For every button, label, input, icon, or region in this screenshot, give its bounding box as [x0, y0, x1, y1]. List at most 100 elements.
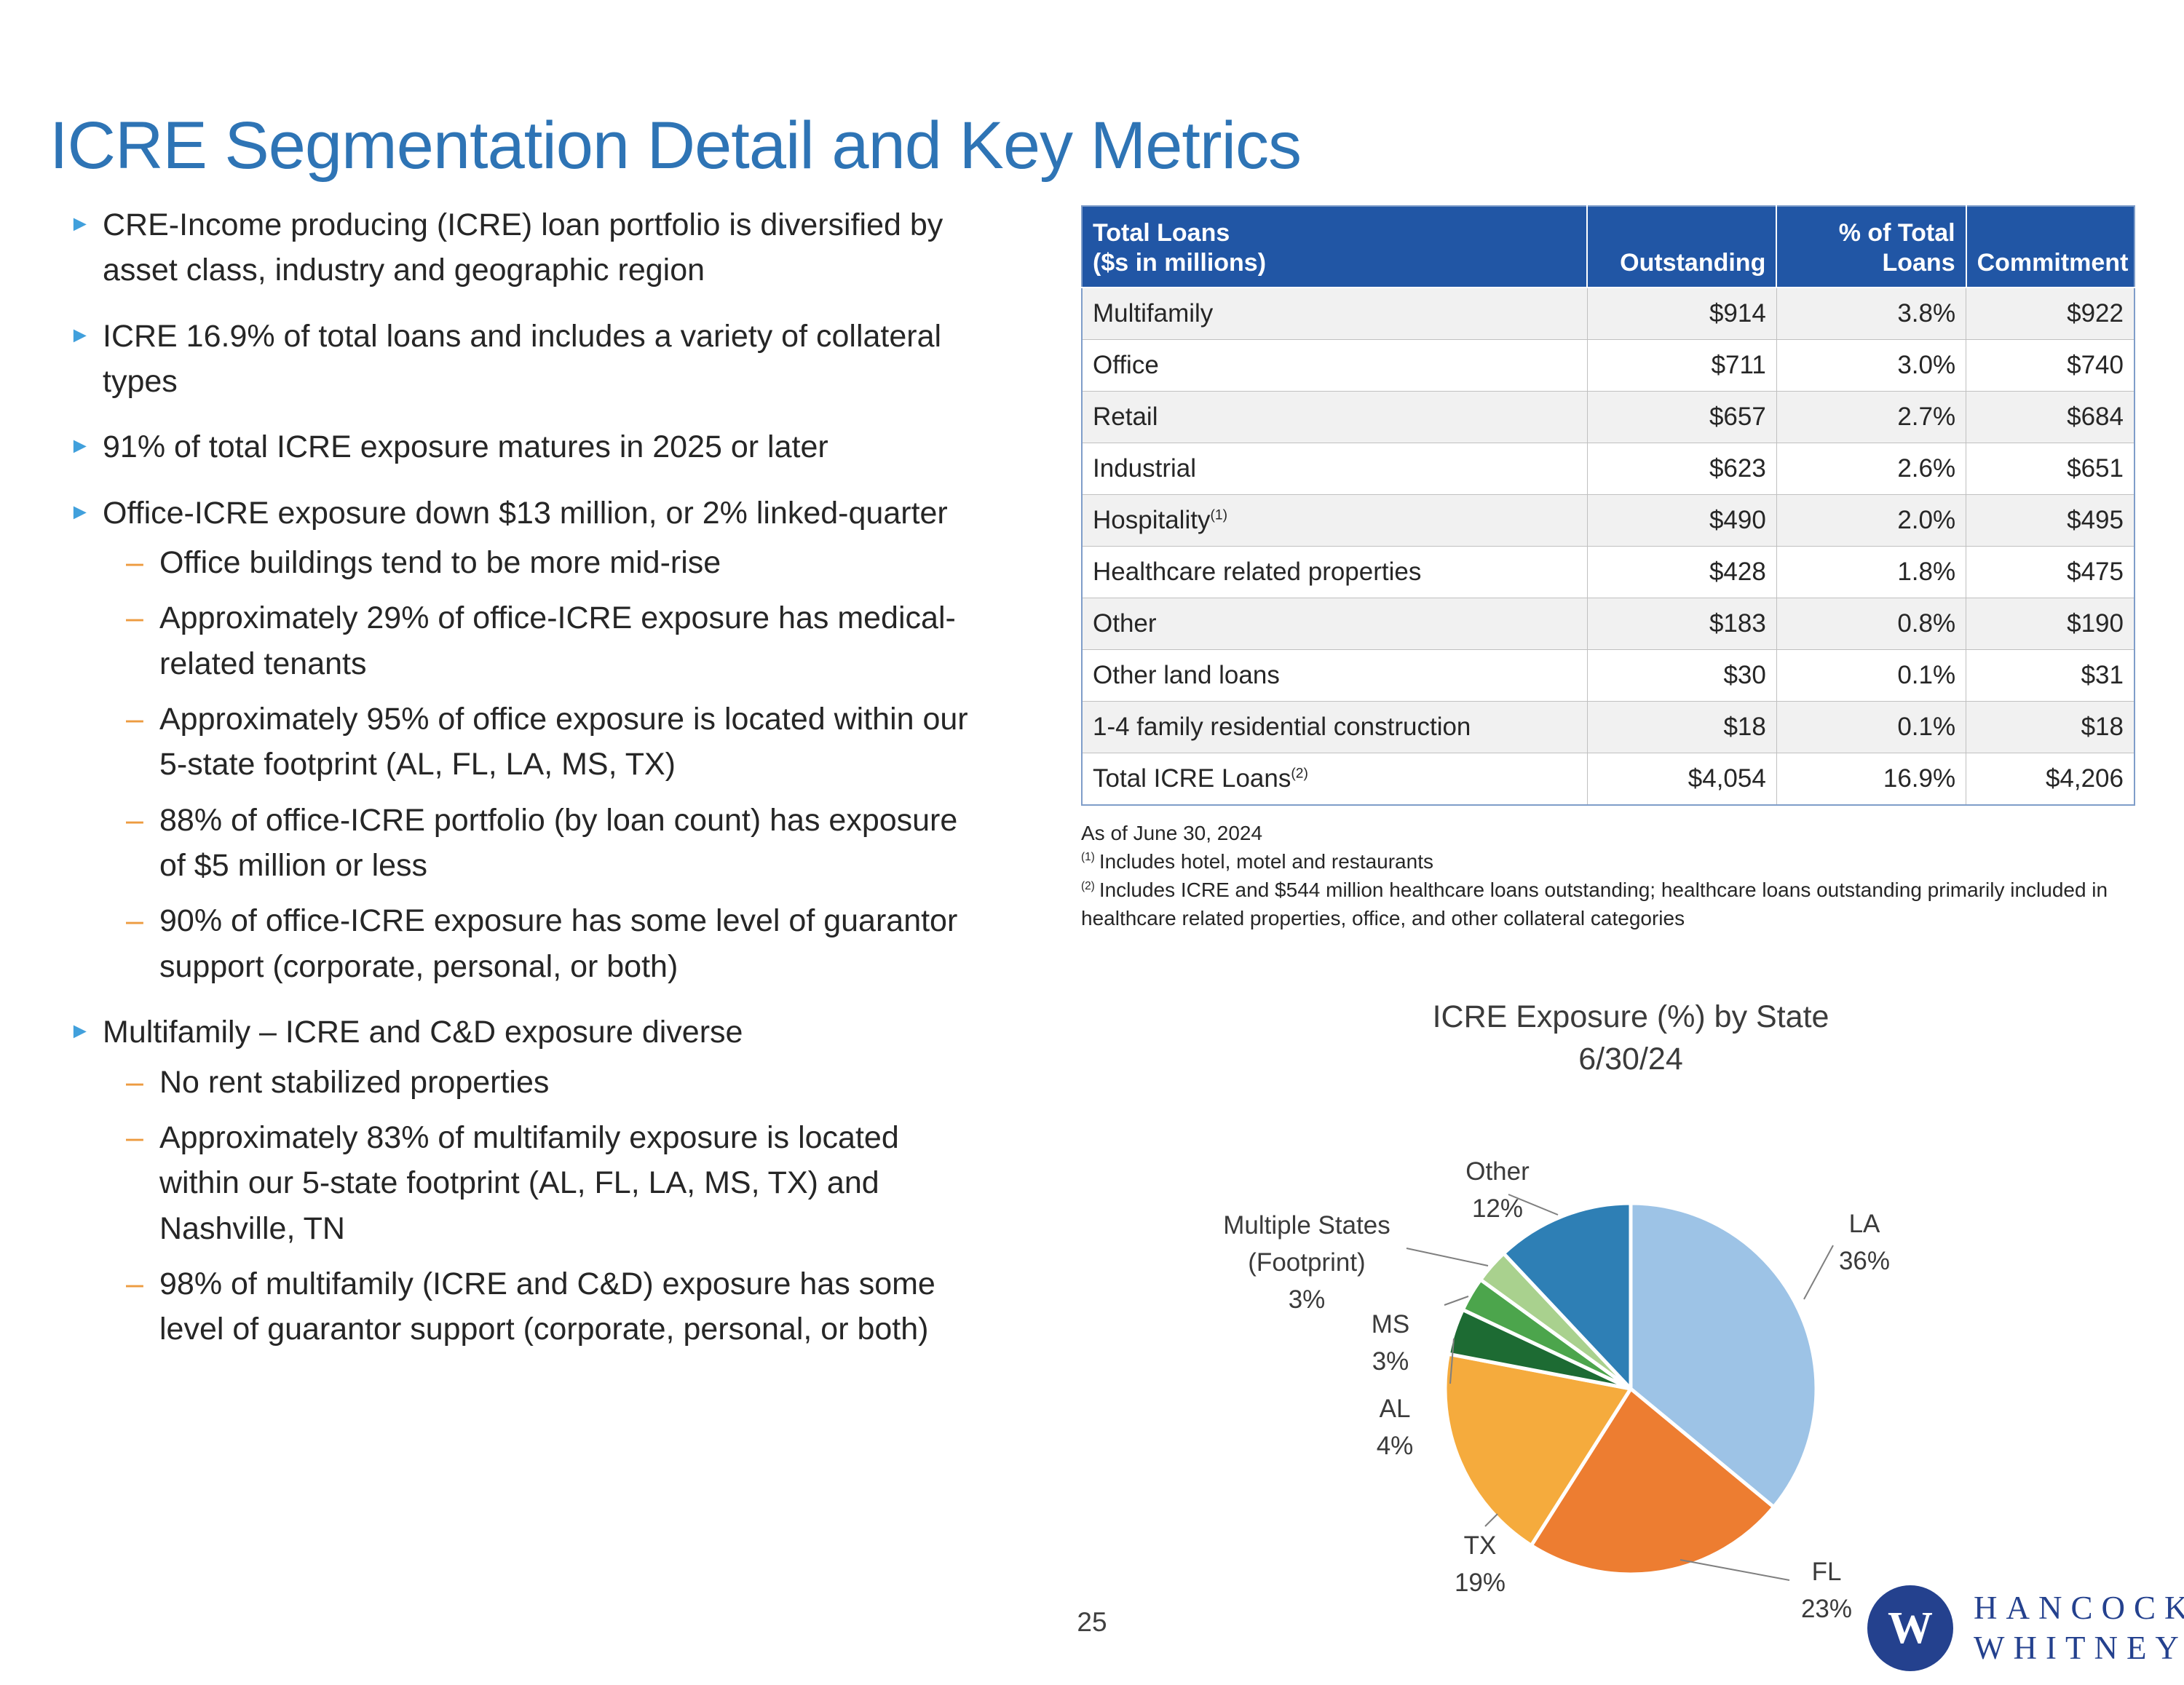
table-row: 1-4 family residential construction $18 0.…: [1081, 700, 2135, 753]
cell-commitment: $740: [1966, 338, 2135, 392]
bullet-text: Office buildings tend to be more mid-ris…: [159, 545, 721, 581]
pie-label-line: (Footprint): [1248, 1248, 1366, 1277]
pie-label-line: Multiple States: [1223, 1211, 1390, 1240]
cell-commitment: $31: [1966, 649, 2135, 702]
cell-outstanding: $4,054: [1586, 752, 1777, 806]
footnotes: As of June 30, 2024 (1) Includes hotel, m…: [1081, 819, 2129, 933]
footnote-as-of-text: As of June 30, 2024: [1081, 821, 1263, 844]
cell-category: Retail: [1081, 390, 1588, 443]
cell-pct: 3.0%: [1776, 338, 1967, 392]
cell-category: Total ICRE Loans(2): [1081, 752, 1588, 806]
pie-label-line: TX: [1463, 1531, 1497, 1561]
bullet-item: ► Office-ICRE exposure down $13 million, …: [69, 491, 1030, 536]
pie-label-fl: FL 23%: [1768, 1554, 1885, 1628]
table-row: Other $183 0.8% $190: [1081, 597, 2135, 650]
bullet-dash-icon: –: [126, 802, 143, 838]
bullet-dash-icon: –: [126, 600, 143, 636]
chart-subtitle: 6/30/24: [1578, 1042, 1683, 1077]
cell-category: Hospitality(1): [1081, 493, 1588, 547]
state-exposure-chart: ICRE Exposure (%) by State 6/30/24 LA 36%…: [1194, 999, 2155, 1676]
cell-outstanding: $657: [1586, 390, 1777, 443]
pie-label-line: 12%: [1471, 1194, 1524, 1224]
leader-line: [1803, 1245, 1834, 1300]
cell-pct: 0.1%: [1776, 649, 1967, 702]
cell-pct: 2.6%: [1776, 442, 1967, 495]
leader-line: [1679, 1559, 1790, 1582]
table-row: Hospitality(1) $490 2.0% $495: [1081, 493, 2135, 547]
cell-outstanding: $183: [1586, 597, 1777, 650]
cell-pct: 16.9%: [1776, 752, 1967, 806]
bullet-triangle-icon: ►: [69, 499, 91, 524]
pie-label-line: 23%: [1800, 1595, 1853, 1624]
bullet-item: – Approximately 95% of office exposure is…: [126, 697, 1030, 788]
bullet-text: Approximately 29% of office-ICRE exposur…: [159, 600, 956, 681]
cell-category: Healthcare related properties: [1081, 545, 1588, 598]
bullet-triangle-icon: ►: [69, 434, 91, 459]
bullet-triangle-icon: ►: [69, 1019, 91, 1044]
cell-commitment: $684: [1966, 390, 2135, 443]
header-label-line1: Total Loans: [1093, 219, 1230, 247]
bullet-item: – Approximately 83% of multifamily exposu…: [126, 1115, 1030, 1251]
pie-label-ms: MS 3%: [1332, 1307, 1449, 1381]
cell-category: Industrial: [1081, 442, 1588, 495]
header-cell-commitment: Commitment: [1965, 206, 2134, 288]
logo-line2: WHITNEY: [1974, 1630, 2184, 1666]
pie-label-line: LA: [1848, 1210, 1880, 1239]
bullet-text: 98% of multifamily (ICRE and C&D) exposu…: [159, 1266, 935, 1347]
table-row: Multifamily $914 3.8% $922: [1081, 287, 2135, 340]
pie-label-line: 19%: [1454, 1569, 1506, 1598]
bullet-item: –90% of office-ICRE exposure has some le…: [126, 898, 1030, 989]
cell-pct: 2.0%: [1776, 493, 1967, 547]
pie-label-line: 3%: [1372, 1347, 1409, 1376]
pie-slice-fl: [1529, 1387, 1776, 1577]
leader-line: [1406, 1248, 1489, 1267]
leader-line: [1484, 1513, 1498, 1528]
pie-label-line: Other: [1465, 1157, 1530, 1186]
bullet-dash-icon: –: [126, 903, 143, 939]
pie-label-al: AL 4%: [1337, 1391, 1453, 1465]
loans-table-body: Multifamily $914 3.8% $922 Office $711 3.0% $74…: [1081, 287, 2135, 806]
bullet-dash-icon: –: [126, 1119, 143, 1155]
bullet-triangle-icon: ►: [69, 212, 91, 236]
bullet-item: ► CRE-Income producing (ICRE) loan portfo…: [69, 202, 1030, 293]
cell-pct: 2.7%: [1776, 390, 1967, 443]
right-column: Total Loans ($s in millions) Outstanding…: [1081, 205, 2135, 1676]
pie-slice-tx: [1443, 1352, 1633, 1548]
cell-outstanding: $428: [1586, 545, 1777, 598]
pie-slice-other: [1501, 1201, 1633, 1391]
logo-line1: HANCOCK: [1974, 1590, 2184, 1627]
cell-commitment: $18: [1966, 700, 2135, 753]
bullet-dash-icon: –: [126, 1064, 143, 1100]
bullet-text: ICRE 16.9% of total loans and includes a…: [103, 318, 942, 400]
bullet-item: – Approximately 29% of office-ICRE exposu…: [126, 595, 1030, 686]
footnote-1-text: Includes hotel, motel and restaurants: [1099, 849, 1433, 873]
cell-outstanding: $18: [1586, 700, 1777, 753]
footnote-2: (2) Includes ICRE and $544 million health…: [1081, 876, 2129, 932]
leader-line: [1444, 1296, 1469, 1307]
company-logo: W HANCOCK WHITNEY: [1867, 1585, 2184, 1671]
bullet-text: CRE-Income producing (ICRE) loan portfol…: [103, 207, 943, 288]
page-number: 25: [1077, 1607, 1107, 1637]
pie-label-tx: TX 19%: [1422, 1528, 1538, 1602]
bullet-text: Approximately 83% of multifamily exposur…: [159, 1119, 899, 1246]
cell-category: Multifamily: [1081, 287, 1588, 340]
pie-label-line: 3%: [1288, 1285, 1326, 1314]
loans-table-header: Total Loans ($s in millions) Outstanding…: [1082, 206, 2134, 288]
cell-outstanding: $490: [1586, 493, 1777, 547]
bullet-item: – No rent stabilized properties: [126, 1060, 1030, 1105]
footnote-1: (1) Includes hotel, motel and restaurants: [1081, 847, 2129, 876]
cell-outstanding: $914: [1586, 287, 1777, 340]
logo-monogram-icon: W: [1867, 1585, 1953, 1671]
cell-pct: 0.1%: [1776, 700, 1967, 753]
pie-label-line: FL: [1811, 1558, 1842, 1587]
pie-svg: [1406, 1194, 1834, 1582]
pie-slice-la: [1629, 1201, 1819, 1510]
leader-line: [1508, 1194, 1559, 1216]
bullet-text: Office-ICRE exposure down $13 million, o…: [103, 495, 948, 531]
table-row: Industrial $623 2.6% $651: [1081, 442, 2135, 495]
pie-label-other: Other 12%: [1439, 1154, 1556, 1228]
cell-pct: 3.8%: [1776, 287, 1967, 340]
bullet-item: ► 91% of total ICRE exposure matures in 2…: [69, 424, 1030, 469]
bullet-item: –98% of multifamily (ICRE and C&D) expos…: [126, 1261, 1030, 1352]
bullet-item: – Office buildings tend to be more mid-ri…: [126, 540, 1030, 585]
